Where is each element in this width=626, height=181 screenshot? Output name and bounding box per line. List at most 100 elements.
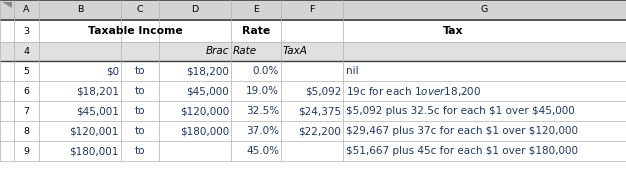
Bar [159, 61, 231, 81]
Bar [39, 141, 121, 161]
Text: $29,467 plus 37c for each $1 over $120,000: $29,467 plus 37c for each $1 over $120,0… [346, 126, 578, 136]
Bar [0, 81, 14, 101]
Bar [39, 0, 121, 20]
Text: to: to [135, 126, 145, 136]
Bar [121, 20, 159, 42]
Bar [14, 121, 39, 141]
Bar [343, 141, 626, 161]
Text: 37.0%: 37.0% [246, 126, 279, 136]
Text: 0.0%: 0.0% [253, 66, 279, 76]
Text: 45.0%: 45.0% [246, 146, 279, 156]
Bar [0, 121, 14, 141]
Text: 5: 5 [24, 66, 29, 75]
Bar [39, 81, 121, 101]
Bar [343, 61, 626, 81]
Text: Rate: Rate [242, 26, 270, 36]
Text: 9: 9 [24, 146, 29, 155]
Text: $45,001: $45,001 [76, 106, 119, 116]
Bar [14, 141, 39, 161]
Text: TaxA: TaxA [283, 47, 308, 56]
Bar [121, 101, 159, 121]
Text: 6: 6 [24, 87, 29, 96]
Bar [39, 61, 121, 81]
Bar [231, 81, 281, 101]
Bar [121, 0, 159, 20]
Bar [159, 42, 231, 61]
Bar [14, 0, 39, 20]
Bar [159, 101, 231, 121]
Text: F: F [309, 5, 315, 14]
Text: $22,200: $22,200 [298, 126, 341, 136]
Text: $24,375: $24,375 [298, 106, 341, 116]
Bar [39, 20, 121, 42]
Bar [343, 101, 626, 121]
Text: $0: $0 [106, 66, 119, 76]
Bar [39, 121, 121, 141]
Text: to: to [135, 146, 145, 156]
Text: 32.5%: 32.5% [246, 106, 279, 116]
Bar [231, 20, 281, 42]
Text: to: to [135, 66, 145, 76]
Bar [14, 101, 39, 121]
Bar [343, 81, 626, 101]
Bar [281, 81, 343, 101]
Bar [121, 141, 159, 161]
Bar [231, 141, 281, 161]
Text: 7: 7 [24, 106, 29, 115]
Text: Tax: Tax [443, 26, 464, 36]
Text: Brac: Brac [205, 47, 229, 56]
Text: $51,667 plus 45c for each $1 over $180,000: $51,667 plus 45c for each $1 over $180,0… [346, 146, 578, 156]
Bar [231, 61, 281, 81]
Text: $5,092: $5,092 [305, 86, 341, 96]
Bar [281, 42, 343, 61]
Text: $18,200: $18,200 [186, 66, 229, 76]
Bar [231, 121, 281, 141]
Bar [343, 20, 626, 42]
Text: G: G [481, 5, 488, 14]
Text: $120,000: $120,000 [180, 106, 229, 116]
Text: $180,001: $180,001 [69, 146, 119, 156]
Bar [0, 0, 14, 20]
Bar [231, 42, 281, 61]
Bar [121, 61, 159, 81]
Text: Rate: Rate [233, 47, 257, 56]
Text: 8: 8 [24, 127, 29, 136]
Bar [14, 61, 39, 81]
Bar [14, 81, 39, 101]
Bar [231, 0, 281, 20]
Bar [281, 0, 343, 20]
Bar [39, 101, 121, 121]
Bar [0, 61, 14, 81]
Bar [343, 121, 626, 141]
Text: 4: 4 [24, 47, 29, 56]
Text: B: B [77, 5, 83, 14]
Text: to: to [135, 106, 145, 116]
Text: $18,201: $18,201 [76, 86, 119, 96]
Text: E: E [253, 5, 259, 14]
Bar [159, 81, 231, 101]
Bar [0, 141, 14, 161]
Text: $180,000: $180,000 [180, 126, 229, 136]
Bar [343, 42, 626, 61]
Bar [159, 141, 231, 161]
Bar [281, 141, 343, 161]
Text: $120,001: $120,001 [69, 126, 119, 136]
Bar [39, 42, 121, 61]
Bar [281, 101, 343, 121]
Text: 19c for each $1 over $18,200: 19c for each $1 over $18,200 [346, 85, 481, 98]
Text: Taxable Income: Taxable Income [88, 26, 182, 36]
Text: 19.0%: 19.0% [246, 86, 279, 96]
Bar [281, 20, 343, 42]
Bar [121, 121, 159, 141]
Bar [0, 42, 14, 61]
Text: to: to [135, 86, 145, 96]
Text: $45,000: $45,000 [187, 86, 229, 96]
Bar [121, 42, 159, 61]
Bar [281, 61, 343, 81]
Bar [231, 101, 281, 121]
Bar [121, 81, 159, 101]
Bar [343, 0, 626, 20]
Bar [14, 20, 39, 42]
Bar [14, 42, 39, 61]
Text: D: D [192, 5, 198, 14]
